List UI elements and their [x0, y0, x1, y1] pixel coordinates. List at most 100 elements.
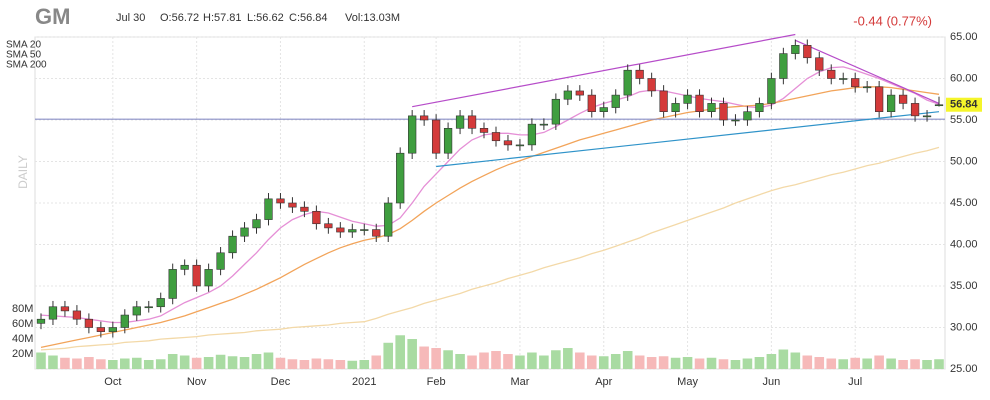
- candle-body: [144, 306, 153, 309]
- volume-bar: [371, 355, 382, 369]
- candle-body: [803, 44, 812, 59]
- y-tick-label: 45.00: [950, 197, 978, 209]
- volume-bar: [610, 354, 621, 369]
- volume-bar: [215, 354, 226, 369]
- volume-bar: [814, 357, 825, 369]
- x-tick-label: Mar: [510, 376, 529, 388]
- candle-body: [108, 327, 117, 332]
- volume-bar: [910, 359, 920, 369]
- x-tick-label: 2021: [352, 376, 376, 388]
- volume-bar: [48, 355, 58, 369]
- period: DAILY: [16, 155, 30, 189]
- volume-bar: [131, 357, 142, 369]
- volume-bar: [191, 357, 202, 369]
- x-tick-label: May: [677, 376, 698, 388]
- candle-body: [156, 298, 165, 308]
- legend-entry: SMA 20: [6, 40, 41, 51]
- volume-bar: [467, 355, 477, 369]
- candle-body: [288, 202, 297, 208]
- legend-entry: SMA 50: [6, 50, 41, 61]
- volume-bar: [383, 342, 394, 369]
- candle-body: [204, 269, 213, 287]
- candle-body: [84, 318, 94, 328]
- sma-line: [40, 66, 940, 324]
- volume-bar: [922, 360, 932, 369]
- candle-body: [659, 90, 668, 112]
- x-tick-label: Feb: [427, 376, 446, 388]
- trendline: [795, 39, 940, 104]
- candle-body: [348, 229, 357, 233]
- volume-bar: [479, 352, 489, 369]
- candle-body: [216, 252, 225, 270]
- volume-bar: [563, 348, 573, 369]
- volume-bar: [706, 357, 717, 369]
- volume-bar: [694, 358, 705, 369]
- y2-tick-label: 40M: [12, 333, 33, 345]
- volume-bar: [443, 350, 453, 369]
- candle-body: [767, 78, 776, 104]
- volume-bar: [491, 351, 501, 369]
- y-tick-label: 40.00: [950, 238, 978, 250]
- candle-body: [503, 140, 513, 146]
- volume-bar: [826, 358, 837, 369]
- sma-line: [40, 86, 940, 349]
- volume-bar: [167, 354, 178, 369]
- volume-bar: [311, 358, 322, 369]
- candle-body: [300, 206, 309, 212]
- volume-bar: [60, 357, 70, 369]
- legend-entry: SMA 200: [6, 60, 47, 71]
- x-tick-label: Dec: [271, 376, 291, 388]
- last-price-box: [946, 97, 982, 112]
- candle-body: [863, 86, 872, 89]
- candle-body: [515, 144, 525, 147]
- volume-bar: [730, 360, 741, 369]
- volume-bar: [227, 356, 238, 369]
- volume-bar: [886, 358, 896, 369]
- volume-bar: [263, 352, 274, 369]
- volume-bar: [874, 355, 884, 369]
- candle-body: [264, 198, 273, 220]
- candle-body: [922, 115, 932, 118]
- candle-body: [48, 306, 58, 320]
- candle-body: [886, 94, 896, 112]
- candle-body: [623, 69, 632, 96]
- candle-body: [60, 306, 70, 312]
- volume-bar: [898, 360, 908, 369]
- candle-body: [396, 152, 405, 204]
- candle-body: [934, 104, 944, 107]
- candle-body: [755, 103, 764, 113]
- candle-body: [683, 94, 692, 104]
- candle-body: [743, 111, 752, 121]
- y-tick-label: 25.00: [950, 363, 978, 375]
- candle-body: [611, 94, 620, 108]
- volume-bar: [539, 355, 549, 369]
- change: -0.44 (0.77%): [853, 13, 932, 28]
- volume-bar: [515, 355, 525, 369]
- trendline: [436, 111, 940, 168]
- volume-bar: [503, 354, 513, 369]
- volume-bar: [934, 359, 944, 369]
- sma-line: [40, 146, 940, 351]
- volume-bar: [120, 358, 130, 369]
- volume-bar: [419, 346, 429, 369]
- y-tick-label: 35.00: [950, 280, 978, 292]
- volume-bar: [72, 358, 82, 369]
- volume-bar: [323, 359, 334, 369]
- candle-body: [252, 219, 261, 229]
- y-tick-label: 55.00: [950, 114, 978, 126]
- volume-bar: [347, 360, 358, 369]
- candle-body: [647, 78, 656, 92]
- symbol: GM: [35, 4, 70, 29]
- volume-bar: [682, 357, 693, 369]
- volume-bar: [108, 360, 118, 369]
- volume-bar: [395, 335, 405, 369]
- candle-body: [563, 90, 572, 100]
- x-tick-label: Nov: [187, 376, 207, 388]
- candle-body: [898, 94, 908, 104]
- candle-body: [839, 78, 848, 80]
- volume-bar: [299, 360, 310, 369]
- candle-body: [443, 128, 453, 154]
- y-tick-label: 65.00: [950, 31, 978, 43]
- volume-bar: [766, 354, 777, 369]
- candle-body: [731, 119, 740, 122]
